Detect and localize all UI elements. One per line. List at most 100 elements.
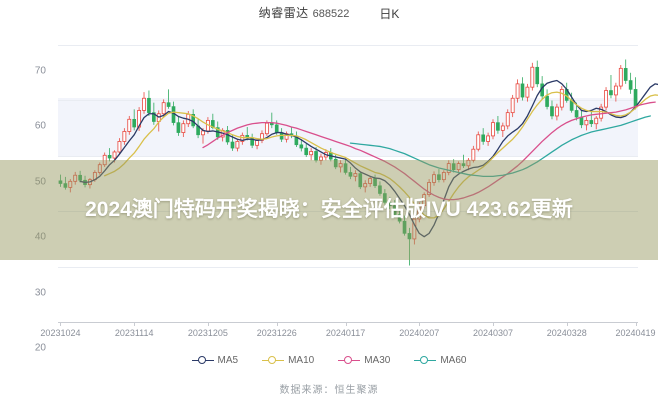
candle-body — [201, 130, 205, 136]
candle-body — [319, 156, 323, 161]
x-tick-mark — [419, 322, 421, 326]
candle-body — [122, 131, 127, 142]
x-tick-mark — [276, 322, 278, 326]
candle-body — [107, 154, 112, 159]
candle-body — [166, 102, 171, 107]
legend-marker-icon — [191, 355, 214, 365]
promo-overlay: 2024澳门特码开奖揭晓：安全评估版IVU 423.62更新 — [0, 160, 658, 260]
candle-body — [535, 66, 540, 85]
candle-body — [520, 83, 525, 98]
series-svg — [58, 59, 658, 266]
x-tick-mark — [345, 322, 347, 326]
x-axis-line — [58, 322, 638, 323]
legend-marker-icon — [338, 355, 361, 365]
candle-body — [486, 135, 491, 142]
candle-body — [117, 141, 122, 153]
ma-line-ma60 — [349, 115, 651, 177]
candle-body — [127, 118, 132, 132]
legend-item-ma30[interactable]: MA30 — [338, 355, 390, 366]
candle-body — [471, 148, 476, 161]
x-tick-label: 20231226 — [256, 328, 297, 338]
candle-body — [505, 112, 510, 127]
candle-body — [618, 67, 623, 87]
data-source-text: 数据来源：恒生聚源 — [279, 384, 379, 396]
candle-body — [142, 97, 146, 111]
period-label[interactable]: 日K — [379, 6, 400, 21]
candle-body — [491, 122, 495, 137]
x-tick-mark — [207, 322, 209, 326]
candle-body — [147, 97, 151, 113]
y-tick-label: 50 — [34, 176, 46, 188]
x-tick-label: 20240419 — [615, 328, 656, 338]
ma-legend: MA5 MA10 MA30 MA60 — [0, 350, 658, 370]
candle-body — [68, 180, 73, 188]
candle-body — [112, 151, 117, 159]
candle-body — [358, 173, 363, 188]
x-tick-mark — [493, 322, 494, 326]
x-tick-label: 20231205 — [187, 328, 228, 338]
candle-body — [466, 159, 471, 167]
gridline — [58, 100, 638, 102]
candle-body — [510, 97, 515, 114]
candle-body — [255, 139, 259, 146]
ma-line-ma30 — [202, 101, 656, 201]
candle-body — [338, 163, 343, 168]
candle-body — [550, 106, 554, 117]
promo-overlay-text: 2024澳门特码开奖揭晓：安全评估版IVU 423.62更新 — [85, 198, 573, 221]
candle-body — [343, 163, 348, 173]
candle-body — [58, 180, 63, 184]
candle-body — [176, 122, 181, 133]
candle-body — [476, 134, 481, 150]
candle-body — [515, 83, 520, 99]
legend-item-ma5[interactable]: MA5 — [191, 354, 239, 366]
stock-code: 688522 — [312, 8, 350, 20]
candle-body — [481, 134, 485, 142]
candle-body — [63, 183, 68, 188]
candle-body — [387, 202, 392, 206]
legend-label: MA10 — [288, 354, 315, 366]
candle-body — [441, 172, 446, 181]
candle-body — [545, 95, 549, 107]
x-tick-label: 20231114 — [114, 328, 154, 338]
candle-body — [73, 174, 78, 182]
x-tick-mark — [134, 322, 136, 326]
candle-body — [230, 141, 235, 149]
candle-body — [584, 120, 589, 126]
candle-body — [333, 158, 338, 168]
gridline — [58, 211, 638, 213]
x-tick-label: 20231024 — [40, 328, 81, 338]
candle-body — [383, 193, 387, 203]
candle-body — [594, 117, 599, 125]
candle-body — [496, 122, 500, 131]
candle-body — [97, 164, 102, 173]
chart-area: 20 30 40 50 60 70 20231024 20231114 20231205 202… — [0, 26, 658, 354]
candle-body — [628, 80, 633, 90]
candle-body — [309, 151, 314, 156]
candle-body — [392, 205, 397, 215]
legend-item-ma10[interactable]: MA10 — [262, 355, 314, 366]
candle-body — [633, 89, 638, 108]
legend-marker-icon — [414, 355, 437, 365]
x-tick-label: 20240328 — [546, 328, 587, 338]
candle-body — [604, 90, 608, 108]
candle-body — [314, 151, 318, 161]
x-tick-mark — [60, 322, 62, 326]
candle-body — [152, 112, 156, 122]
x-tick-label: 20240207 — [399, 328, 440, 338]
candle-body — [274, 124, 279, 133]
candle-body — [412, 218, 417, 240]
candle-body — [132, 118, 137, 128]
candle-body — [427, 182, 432, 196]
candle-body — [613, 85, 618, 96]
candle-body — [161, 102, 166, 115]
candle-body — [235, 141, 240, 149]
candle-body — [422, 194, 427, 207]
candle-body — [378, 185, 382, 194]
candle-body — [609, 90, 613, 96]
plot-canvas[interactable] — [58, 34, 658, 323]
legend-label: MA5 — [217, 354, 239, 366]
candle-body — [589, 120, 594, 125]
candle-body — [446, 163, 451, 173]
legend-item-ma60[interactable]: MA60 — [414, 355, 466, 366]
candle-body — [500, 125, 505, 131]
